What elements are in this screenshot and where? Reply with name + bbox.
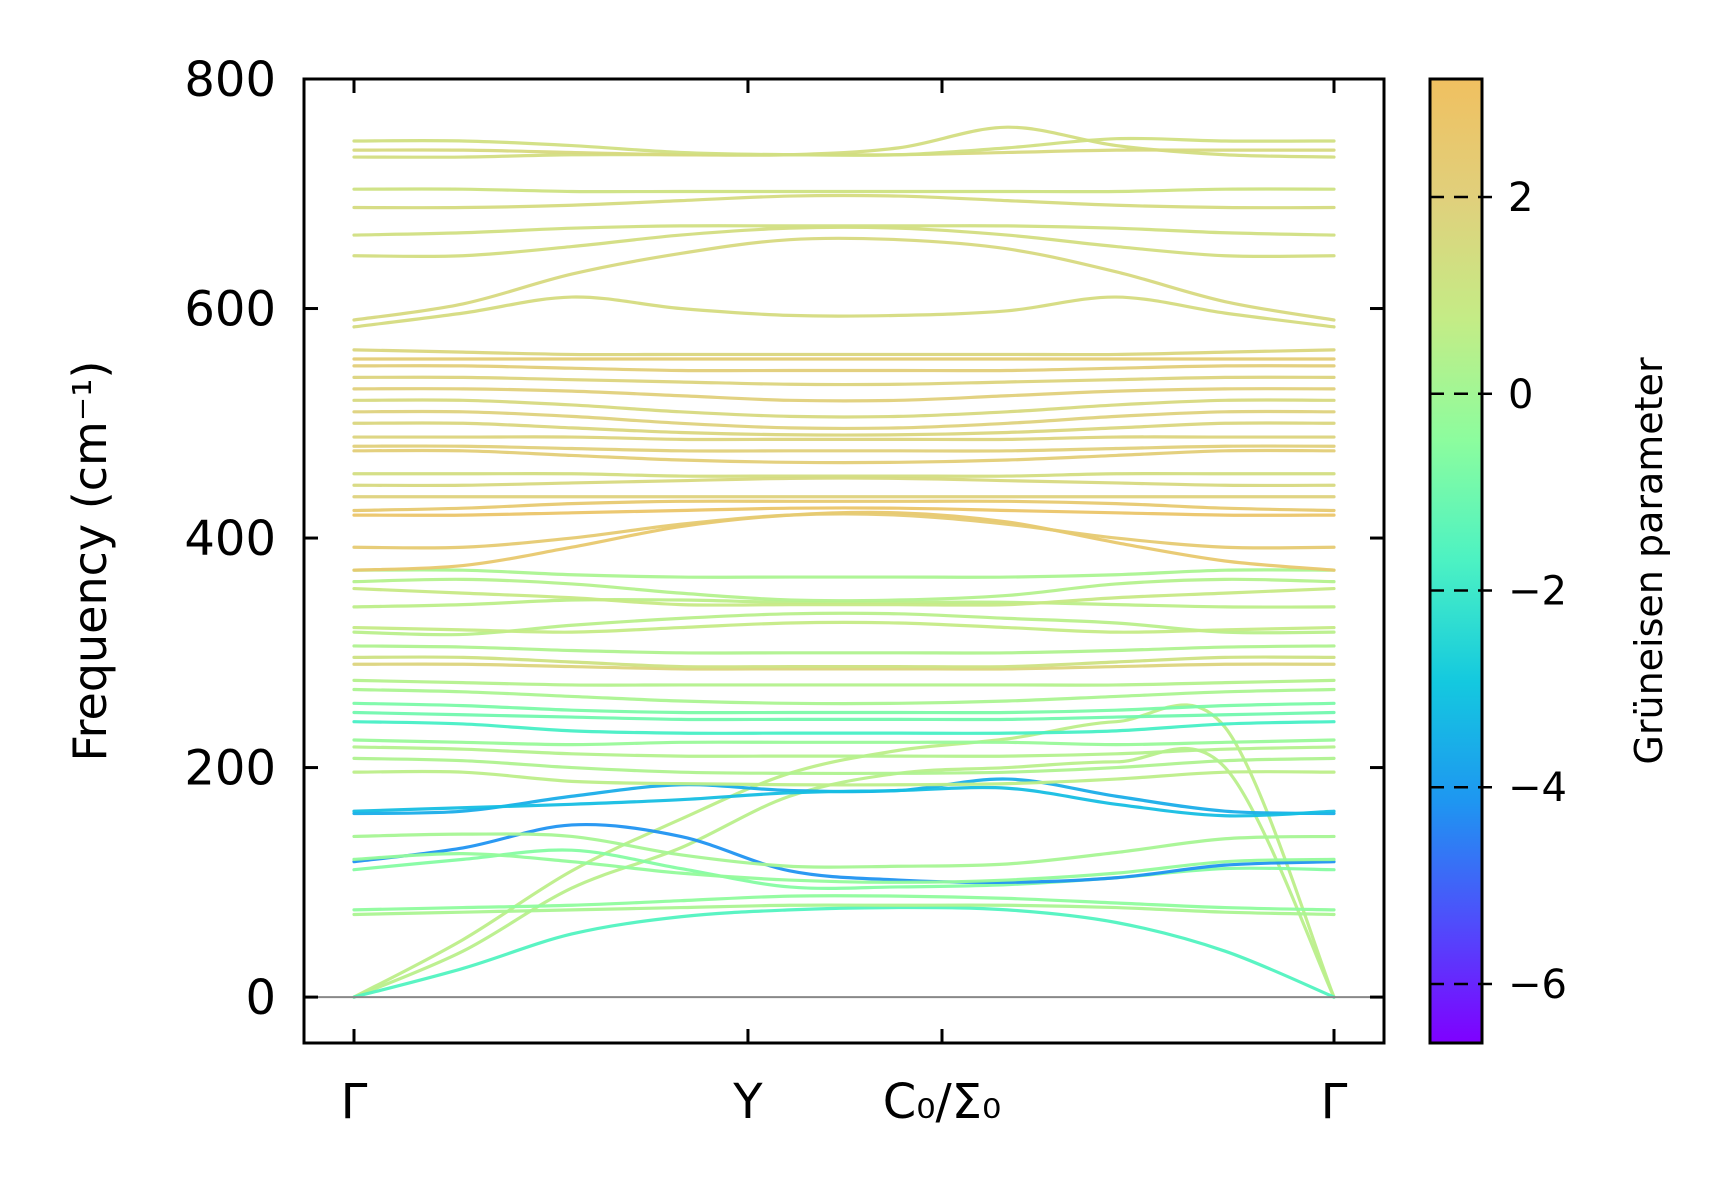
colorbar-label: Grüneisen parameter (1627, 357, 1671, 765)
band-line (352, 387, 1336, 403)
band-line (352, 620, 1336, 634)
band-line (352, 894, 1336, 912)
band-line (352, 905, 1336, 999)
band-line (352, 701, 1336, 715)
band-line (352, 295, 1336, 329)
band-line (352, 745, 1336, 758)
band-line (352, 738, 1336, 747)
x-tick-label: C₀/Σ₀ (883, 1074, 1002, 1130)
band-line (352, 409, 1336, 431)
band-line (352, 421, 1336, 437)
band-line (352, 832, 1336, 869)
band-line (352, 903, 1336, 917)
bands-layer (352, 125, 1336, 999)
band-line (352, 506, 1336, 517)
band-line (352, 375, 1336, 387)
band-line (352, 769, 1336, 787)
colorbar-tick-label: −6 (1508, 962, 1567, 1008)
band-line (352, 710, 1336, 722)
band-line (352, 852, 1336, 884)
band-line (352, 655, 1336, 669)
y-axis-label: Frequency (cm⁻¹) (63, 361, 117, 762)
x-tick-label: Y (732, 1074, 763, 1130)
band-line (352, 586, 1336, 607)
band-line (352, 398, 1336, 419)
band-line (352, 568, 1336, 579)
plot-frame (302, 77, 1386, 1045)
band-line (352, 756, 1336, 776)
band-line (352, 644, 1336, 655)
y-tick-label: 400 (184, 511, 276, 567)
band-line (352, 747, 1336, 999)
y-tick-label: 800 (184, 52, 276, 108)
colorbar (1428, 77, 1484, 1045)
x-tick-label: Γ (1321, 1074, 1348, 1130)
band-line (352, 476, 1336, 488)
band-line (352, 678, 1336, 687)
y-tick-label: 0 (245, 970, 276, 1026)
band-line (352, 224, 1336, 237)
band-line (352, 435, 1336, 442)
x-tick-label: Γ (341, 1074, 368, 1130)
band-line (352, 662, 1336, 671)
band-line (352, 499, 1336, 513)
band-line (352, 187, 1336, 194)
band-line (352, 136, 1336, 157)
band-line (352, 472, 1336, 478)
colorbar-tick-label: 0 (1508, 372, 1533, 418)
band-line (352, 448, 1336, 465)
band-line (352, 193, 1336, 210)
y-ticks-layer: 0 200 400 600 800 (184, 52, 1384, 1026)
band-line (352, 687, 1336, 706)
band-line (352, 348, 1336, 357)
band-line (352, 364, 1336, 373)
band-line (352, 510, 1336, 572)
colorbar-ticks-layer: 2 0 −2 −4 −6 (1430, 175, 1567, 1008)
band-line (352, 577, 1336, 603)
band-line (352, 236, 1336, 322)
colorbar-tick-label: −2 (1508, 569, 1567, 615)
x-ticks-layer: Γ Y C₀/Σ₀ Γ (341, 79, 1348, 1130)
band-line (352, 512, 1336, 550)
y-tick-label: 200 (184, 741, 276, 797)
band-line (352, 720, 1336, 735)
band-line (352, 597, 1336, 609)
band-line (352, 785, 1336, 818)
colorbar-tick-label: −4 (1508, 765, 1567, 811)
colorbar-tick-label: 2 (1508, 175, 1533, 221)
band-line (352, 444, 1336, 453)
y-tick-label: 600 (184, 282, 276, 338)
